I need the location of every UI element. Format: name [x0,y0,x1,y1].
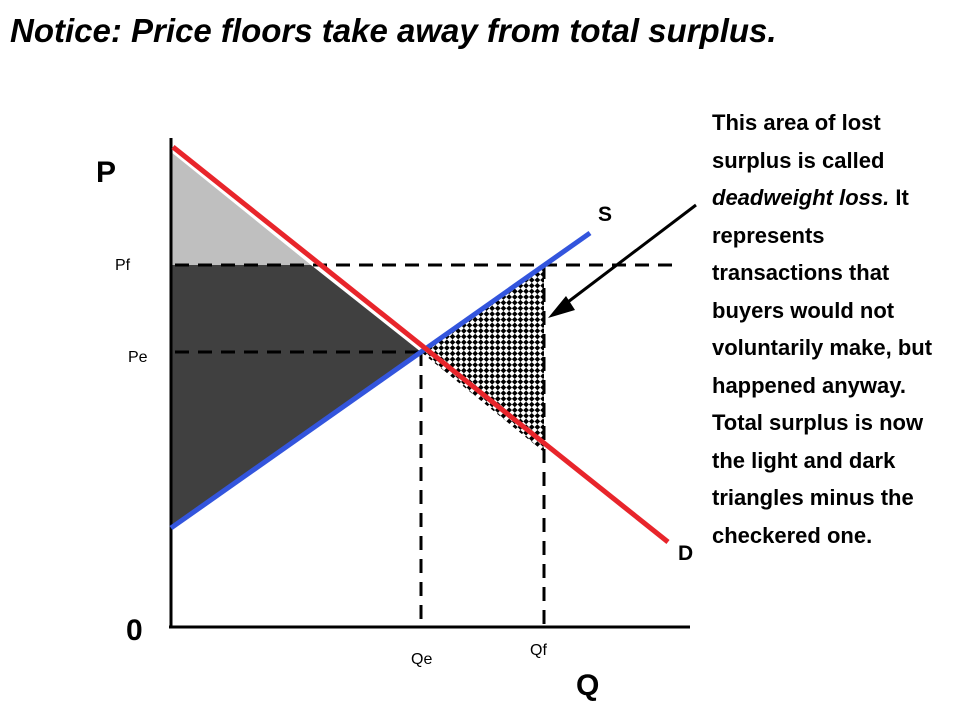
supply-label: S [598,203,612,226]
deadweight-loss-explanation: This area of lost surplus is called dead… [712,104,957,554]
floor-quantity-label: Qf [530,642,547,659]
explanation-italic-term: deadweight loss. [712,185,889,210]
light-surplus-triangle [171,152,311,265]
x-axis-label: Q [576,669,599,702]
equilibrium-quantity-label: Qe [411,651,432,668]
origin-label: 0 [126,614,143,647]
dark-surplus-region [171,265,421,528]
explanation-text-1: This area of lost surplus is called [712,110,884,173]
explanation-text-2: It represents transactions that buyers w… [712,185,932,548]
equilibrium-price-label: Pe [128,349,148,366]
deadweight-arrow [560,205,696,308]
demand-label: D [678,542,693,565]
y-axis-label: P [96,156,116,189]
price-floor-label: Pf [115,257,131,274]
